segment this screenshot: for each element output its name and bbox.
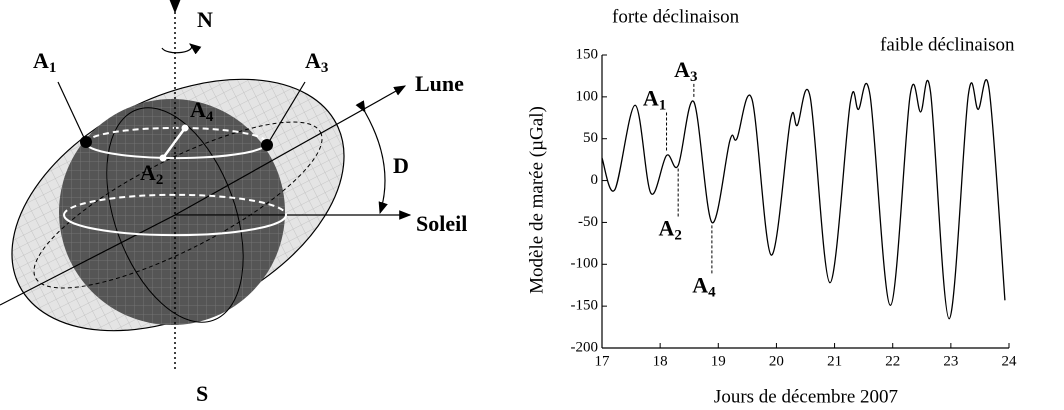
point-a2 [159, 154, 167, 162]
annotation-text: A [643, 86, 659, 111]
a3-label: A3 [305, 48, 328, 76]
orbit-circle [33, 121, 323, 289]
annotation-label: A4 [692, 272, 716, 300]
sun-label: Soleil [416, 211, 467, 236]
line-series [601, 79, 1006, 320]
y-tick-label: -200 [571, 339, 599, 355]
south-label: S [196, 381, 208, 406]
x-axis-label: Jours de décembre 2007 [714, 386, 898, 407]
annotation-subscript: 1 [659, 98, 667, 114]
equator-back [63, 193, 287, 216]
y-tick-label: -150 [571, 298, 599, 314]
a4-label: A4 [190, 97, 214, 125]
y-tick-label: 0 [591, 172, 599, 188]
y-tick-label: -50 [578, 214, 598, 230]
annotation-text: A [692, 272, 708, 297]
x-tick-label: 19 [711, 353, 726, 369]
y-axis-label: Modèle de marée (µGal) [526, 106, 547, 294]
leader-line [266, 81, 306, 146]
a1-label: A1 [33, 48, 56, 76]
parallel-front [85, 142, 268, 160]
y-tick-label: -100 [571, 256, 599, 272]
earth [59, 99, 285, 325]
north-label: N [197, 7, 213, 32]
x-tick-label: 21 [827, 353, 842, 369]
equator-front [63, 214, 287, 237]
point-a3 [261, 139, 273, 151]
annotation-label: A3 [674, 57, 697, 85]
annotation: forte déclinaison [612, 6, 740, 27]
x-tick-label: 24 [1002, 353, 1018, 369]
y-tick-label: 150 [576, 46, 599, 62]
moon-label: Lune [415, 71, 464, 96]
x-tick-label: 23 [943, 353, 958, 369]
y-tick-label: 50 [583, 130, 598, 146]
annotation-text: A [674, 57, 690, 82]
x-tick-label: 17 [595, 353, 611, 369]
meridian [106, 107, 244, 323]
annotation-subscript: 4 [708, 285, 716, 301]
annotation: faible déclinaison [880, 34, 1015, 55]
point-a1 [80, 136, 92, 148]
diagram: N S Lune Soleil D A1 A2 A3 A4 [0, 0, 467, 406]
a2-label: A2 [140, 160, 163, 188]
annotation-subscript: 3 [690, 69, 698, 85]
y-tick-label: 100 [576, 88, 599, 104]
chart: forte déclinaison faible déclinaison Jou… [526, 6, 1017, 407]
a2-a4-link [161, 127, 187, 159]
x-tick-label: 20 [769, 353, 784, 369]
annotation-subscript: 2 [674, 228, 682, 244]
x-tick-label: 18 [653, 353, 668, 369]
rotation-arrow [161, 43, 202, 55]
annotation-label: A1 [643, 86, 666, 114]
angle-label: D [393, 153, 409, 178]
leader-line [57, 81, 87, 143]
parallel-back [85, 126, 268, 144]
point-a4 [181, 124, 189, 132]
annotation-text: A [658, 216, 674, 241]
declination-arc [355, 100, 388, 215]
x-tick-label: 22 [885, 353, 900, 369]
annotation-label: A2 [658, 216, 681, 244]
